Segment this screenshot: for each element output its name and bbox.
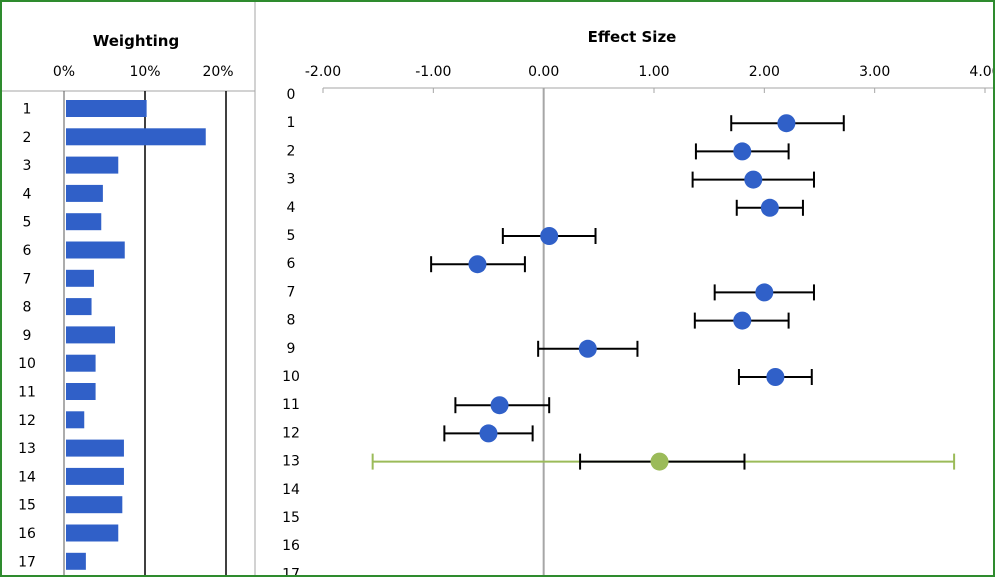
weighting-tick-label: 0% bbox=[53, 64, 75, 80]
effect-size-row-label: 12 bbox=[282, 425, 300, 441]
weighting-row-label: 17 bbox=[18, 554, 36, 570]
effect-size-point bbox=[744, 170, 763, 189]
effect-size-tick-label: 0.00 bbox=[528, 64, 559, 80]
weighting-row-label: 10 bbox=[18, 356, 36, 372]
effect-size-tick-label: 4.00 bbox=[969, 64, 993, 80]
weighting-row-label: 3 bbox=[23, 158, 32, 174]
weighting-bar bbox=[66, 354, 96, 372]
effect-size-tick-label: -1.00 bbox=[415, 64, 451, 80]
effect-size-point bbox=[468, 255, 487, 274]
effect-size-row-label: 15 bbox=[282, 510, 300, 526]
effect-size-row-label: 17 bbox=[282, 566, 300, 575]
effect-size-row-label: 10 bbox=[282, 369, 300, 385]
effect-size-row-label: 5 bbox=[287, 228, 296, 244]
weighting-bar bbox=[66, 184, 103, 202]
weighting-row-label: 5 bbox=[23, 215, 32, 231]
effect-size-point bbox=[733, 142, 752, 161]
effect-size-tick-label: -2.00 bbox=[305, 64, 341, 80]
weighting-tick-label: 10% bbox=[129, 64, 160, 80]
effect-size-row-label: 14 bbox=[282, 482, 300, 498]
weighting-bar bbox=[66, 439, 124, 457]
effect-size-point bbox=[777, 114, 796, 133]
effect-size-tick-label: 2.00 bbox=[749, 64, 780, 80]
weighting-bar bbox=[66, 298, 92, 316]
effect-size-tick-label: 3.00 bbox=[859, 64, 890, 80]
effect-size-row-label: 0 bbox=[287, 87, 296, 103]
weighting-bar bbox=[66, 383, 96, 400]
weighting-row-label: 9 bbox=[23, 328, 32, 344]
effect-size-row-label: 9 bbox=[287, 341, 296, 357]
weighting-row-label: 11 bbox=[18, 385, 36, 401]
effect-size-tick-label: 1.00 bbox=[638, 64, 669, 80]
effect-size-row-label: 8 bbox=[287, 313, 296, 329]
effect-size-panel: Effect Size -2.00 -1.00 0.00 1.00 2.00 3.00 4.… bbox=[282, 28, 993, 575]
effect-size-title: Effect Size bbox=[588, 28, 677, 46]
weighting-row-label: 14 bbox=[18, 469, 36, 485]
effect-size-row-label: 2 bbox=[287, 143, 296, 159]
effect-size-row-label: 11 bbox=[282, 397, 300, 413]
weighting-bar bbox=[66, 100, 147, 117]
weighting-row-label: 16 bbox=[18, 526, 36, 542]
weighting-bar bbox=[66, 524, 119, 542]
weighting-row-label: 15 bbox=[18, 498, 36, 514]
weighting-bar bbox=[66, 467, 124, 485]
effect-size-point bbox=[490, 396, 509, 415]
weighting-row-label: 2 bbox=[23, 130, 32, 146]
effect-size-point bbox=[540, 227, 559, 245]
effect-size-row-label: 16 bbox=[282, 538, 300, 554]
effect-size-row-label: 3 bbox=[287, 172, 296, 188]
effect-size-point bbox=[479, 424, 498, 443]
weighting-bar bbox=[66, 156, 119, 174]
weighting-bar bbox=[66, 213, 102, 231]
effect-size-point bbox=[578, 339, 597, 358]
effect-size-row-label: 6 bbox=[287, 256, 296, 272]
effect-size-point bbox=[760, 198, 779, 217]
effect-size-row-label: 4 bbox=[287, 200, 296, 216]
weighting-tick-label: 20% bbox=[202, 64, 233, 80]
weighting-bar bbox=[66, 128, 206, 146]
weighting-row-label: 6 bbox=[23, 243, 32, 259]
effect-size-point bbox=[650, 452, 669, 471]
effect-size-row-label: 13 bbox=[282, 454, 300, 470]
weighting-title: Weighting bbox=[93, 32, 179, 50]
weighting-bar bbox=[66, 496, 123, 514]
weighting-row-label: 8 bbox=[23, 300, 32, 316]
weighting-bar bbox=[66, 411, 85, 429]
weighting-row-label: 12 bbox=[18, 413, 36, 429]
weighting-row-label: 7 bbox=[23, 271, 32, 287]
weighting-bar bbox=[66, 269, 94, 287]
weighting-bar bbox=[66, 552, 86, 570]
effect-size-point bbox=[733, 311, 752, 330]
effect-size-row-label: 7 bbox=[287, 284, 296, 300]
weighting-bar bbox=[66, 326, 116, 344]
weighting-row-label: 13 bbox=[18, 441, 36, 457]
weighting-row-label: 4 bbox=[23, 186, 32, 202]
weighting-row-label: 1 bbox=[23, 102, 32, 118]
effect-size-point bbox=[755, 283, 774, 302]
effect-size-row-label: 1 bbox=[287, 115, 296, 131]
weighting-panel: Weighting 0% 10% 20%1234567891011121314151… bbox=[2, 32, 255, 575]
effect-size-point bbox=[766, 368, 785, 386]
weighting-bar bbox=[66, 241, 125, 259]
